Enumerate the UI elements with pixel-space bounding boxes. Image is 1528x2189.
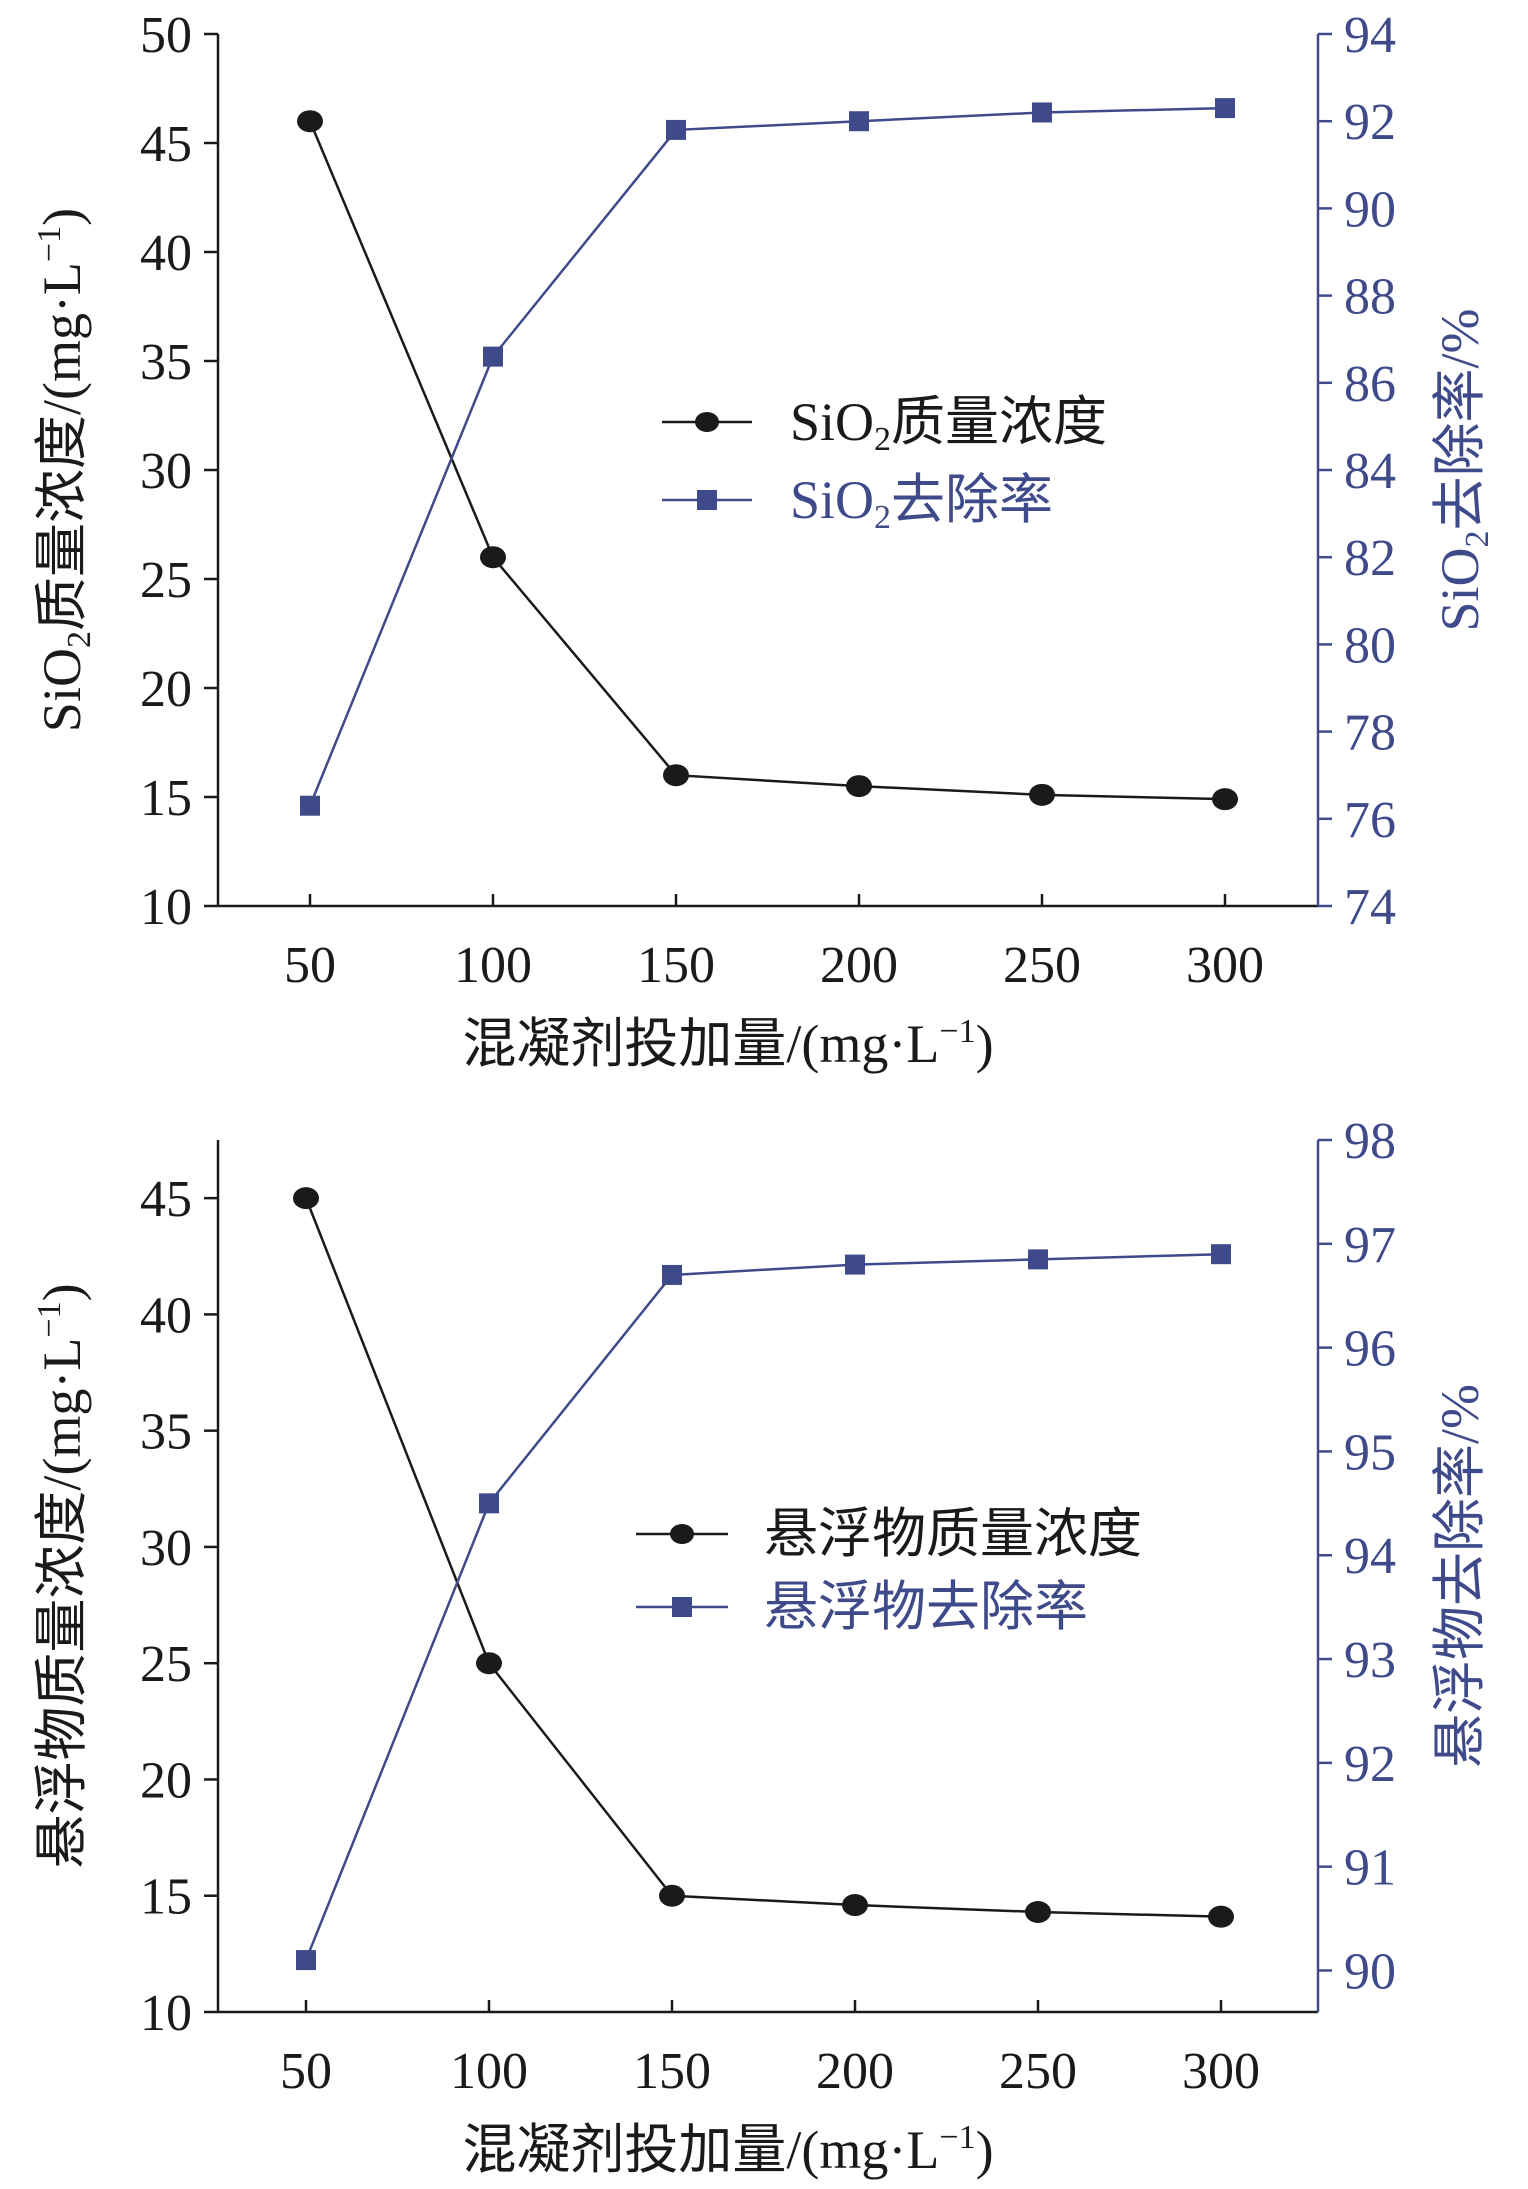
x-tick-label: 200 [816, 2043, 894, 2100]
concentration-point [846, 775, 872, 798]
concentration-point [1025, 1901, 1051, 1924]
x-tick-label: 150 [633, 2043, 711, 2100]
left-tick-label: 45 [140, 116, 192, 173]
right-tick-label: 74 [1344, 879, 1396, 936]
rate-point [666, 119, 686, 140]
right-tick-label: 76 [1344, 792, 1396, 849]
right-tick-label: 93 [1344, 1632, 1396, 1689]
rate-point [1028, 1249, 1048, 1270]
concentration-point [1029, 783, 1055, 806]
rate-point [1032, 102, 1052, 123]
left-tick-label: 15 [140, 1869, 192, 1926]
right-tick-label: 90 [1344, 1943, 1396, 2000]
right-tick-label: 88 [1344, 269, 1396, 326]
left-axis-label: SiO2质量浓度/(mg·L−1) [31, 208, 98, 732]
left-tick-label: 35 [140, 1404, 192, 1461]
legend-label: 悬浮物去除率 [764, 1577, 1088, 1637]
legend-label: SiO2质量浓度 [790, 392, 1107, 458]
rate-point [662, 1264, 682, 1285]
x-tick-label: 300 [1182, 2043, 1260, 2100]
right-axis-label: SiO2去除率/% [1430, 308, 1496, 631]
right-tick-label: 94 [1344, 7, 1396, 64]
concentration-point [1208, 1905, 1234, 1928]
rate-point [296, 1950, 316, 1971]
x-tick-label: 300 [1186, 937, 1264, 994]
rate-point [1215, 98, 1235, 119]
left-tick-label: 30 [140, 443, 192, 500]
x-tick-label: 100 [454, 937, 532, 994]
x-tick-label: 50 [280, 2043, 332, 2100]
x-tick-label: 250 [999, 2043, 1077, 2100]
right-tick-label: 96 [1344, 1321, 1396, 1378]
right-axis-label: 悬浮物去除率/% [1430, 1384, 1490, 1768]
legend-label: 悬浮物质量浓度 [764, 1504, 1142, 1564]
right-tick-label: 78 [1344, 705, 1396, 762]
concentration-point [476, 1652, 502, 1675]
chart-2: 10 15 20 25 30 35 40 45 90 91 92 93 94 95 96 97 98 50 100 1… [31, 1113, 1490, 2180]
left-tick-label: 10 [140, 879, 192, 936]
right-tick-label: 82 [1344, 530, 1396, 587]
right-tick-label: 90 [1344, 181, 1396, 238]
concentration-point [842, 1894, 868, 1917]
left-tick-label: 45 [140, 1171, 192, 1228]
legend-marker [672, 1597, 692, 1617]
concentration-series-line [304, 1197, 1222, 1918]
x-axis-label: 混凝剂投加量/(mg·L−1) [462, 2119, 993, 2180]
legend-label: SiO2去除率 [790, 470, 1053, 536]
left-tick-label: 40 [140, 225, 192, 282]
right-tick-label: 84 [1344, 443, 1396, 500]
left-tick-label: 25 [140, 1636, 192, 1693]
legend-marker [695, 412, 719, 432]
concentration-point [1212, 788, 1238, 811]
x-tick-label: 100 [450, 2043, 528, 2100]
right-tick-label: 98 [1344, 1113, 1396, 1170]
rate-point [845, 1254, 865, 1275]
right-tick-label: 92 [1344, 1736, 1396, 1793]
right-tick-label: 95 [1344, 1424, 1396, 1481]
concentration-series-line [308, 120, 1226, 801]
rate-point [1211, 1244, 1231, 1265]
left-tick-label: 25 [140, 552, 192, 609]
right-tick-label: 92 [1344, 94, 1396, 151]
rate-point [479, 1493, 499, 1514]
concentration-point [659, 1884, 685, 1907]
left-tick-label: 20 [140, 661, 192, 718]
concentration-point [663, 764, 689, 787]
legend-marker [670, 1524, 694, 1544]
x-tick-label: 250 [1003, 937, 1081, 994]
left-tick-label: 10 [140, 1985, 192, 2042]
left-axis-label: 悬浮物质量浓度/(mg·L−1) [31, 1283, 92, 1868]
rate-point [849, 111, 869, 132]
chart-1: 10 15 20 25 30 35 40 45 50 74 76 78 80 82 84 86 88 90 92 94… [31, 7, 1496, 1074]
left-tick-label: 40 [140, 1287, 192, 1344]
concentration-point [293, 1187, 319, 1210]
left-tick-label: 30 [140, 1520, 192, 1577]
x-tick-label: 150 [637, 937, 715, 994]
left-tick-label: 15 [140, 770, 192, 827]
rate-series-line [308, 106, 1226, 807]
right-tick-label: 94 [1344, 1528, 1396, 1585]
x-axis-label: 混凝剂投加量/(mg·L−1) [462, 1013, 993, 1074]
rate-series-line [304, 1252, 1222, 1961]
right-tick-label: 80 [1344, 617, 1396, 674]
x-tick-label: 50 [284, 937, 336, 994]
x-tick-label: 200 [820, 937, 898, 994]
left-tick-label: 20 [140, 1752, 192, 1809]
rate-point [483, 346, 503, 367]
concentration-point [297, 110, 323, 133]
legend-marker [697, 490, 717, 510]
right-tick-label: 86 [1344, 356, 1396, 413]
concentration-point [480, 546, 506, 569]
rate-point [300, 795, 320, 816]
right-tick-label: 91 [1344, 1840, 1396, 1897]
left-tick-label: 50 [140, 7, 192, 64]
right-tick-label: 97 [1344, 1217, 1396, 1274]
left-tick-label: 35 [140, 334, 192, 391]
